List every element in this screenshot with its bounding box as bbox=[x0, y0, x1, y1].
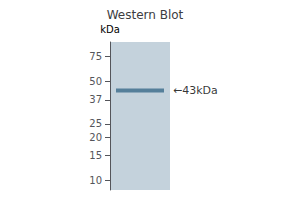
svg-text:75: 75 bbox=[89, 51, 102, 62]
svg-text:kDa: kDa bbox=[100, 24, 120, 35]
svg-text:Western Blot: Western Blot bbox=[107, 8, 184, 22]
svg-text:15: 15 bbox=[89, 150, 102, 161]
svg-text:10: 10 bbox=[89, 175, 102, 186]
svg-text:37: 37 bbox=[89, 94, 102, 105]
svg-text:25: 25 bbox=[89, 118, 102, 129]
svg-text:50: 50 bbox=[89, 76, 102, 87]
svg-text:20: 20 bbox=[89, 132, 102, 143]
svg-text:←43kDa: ←43kDa bbox=[173, 84, 218, 97]
